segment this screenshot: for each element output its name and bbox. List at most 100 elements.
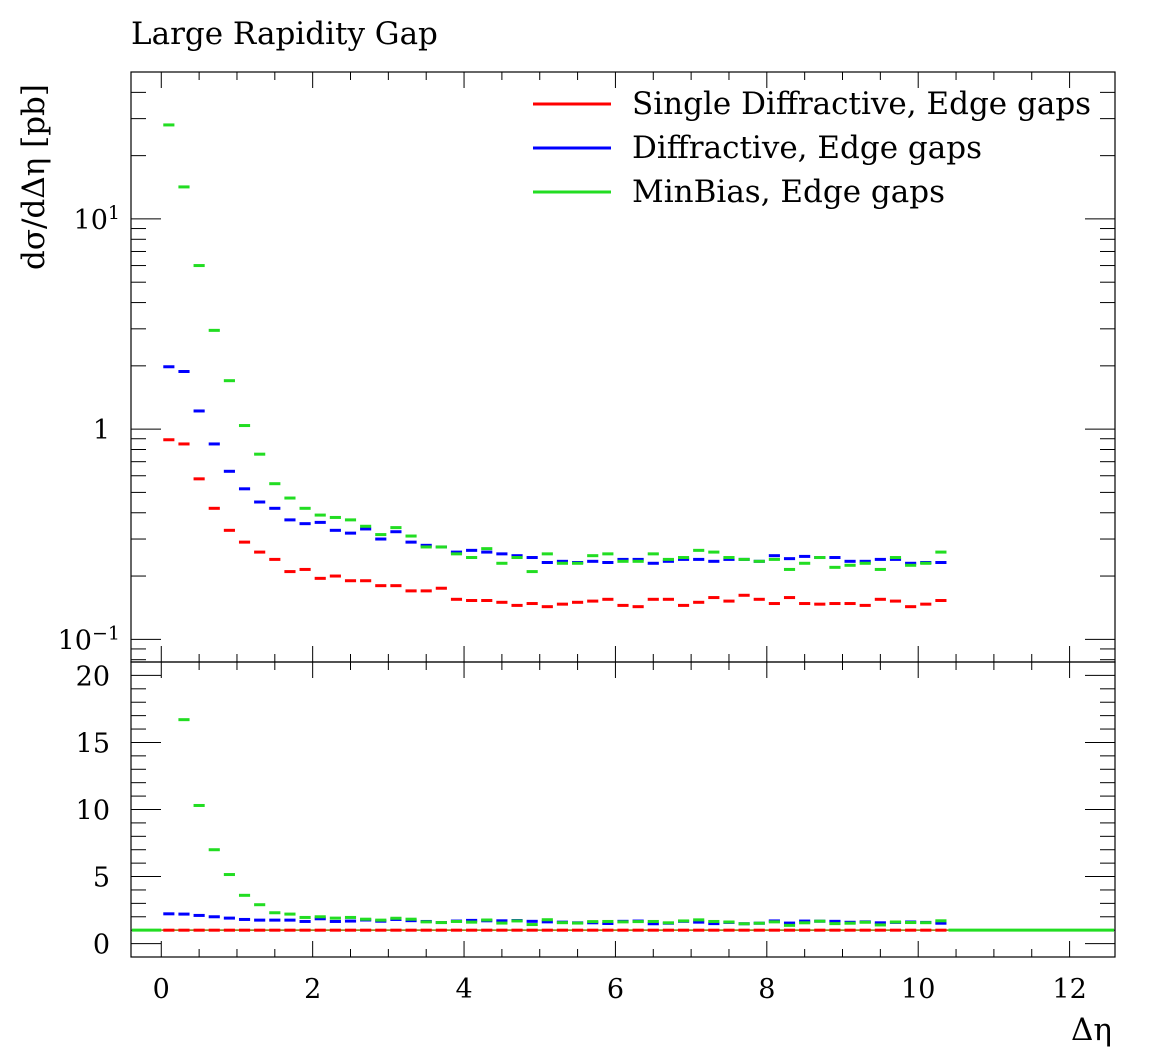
data-point bbox=[254, 500, 266, 504]
y-tick-label: 1 bbox=[93, 415, 110, 446]
data-point bbox=[238, 487, 251, 491]
data-point bbox=[572, 561, 584, 565]
data-point bbox=[193, 264, 205, 268]
data-point bbox=[587, 554, 599, 558]
data-point bbox=[799, 561, 811, 565]
legend-entry: Diffractive, Edge gaps bbox=[533, 130, 982, 166]
data-point bbox=[526, 570, 538, 574]
data-point bbox=[314, 513, 326, 517]
data-point bbox=[208, 506, 220, 510]
data-point bbox=[238, 424, 251, 428]
data-point bbox=[329, 574, 341, 578]
data-point bbox=[587, 599, 599, 603]
data-point bbox=[541, 605, 553, 609]
data-point bbox=[450, 552, 463, 556]
y-tick-label-exponent: 1 bbox=[108, 202, 120, 224]
data-point bbox=[783, 567, 796, 571]
series-markers bbox=[163, 438, 947, 609]
data-point bbox=[284, 518, 296, 522]
data-point bbox=[193, 477, 205, 481]
data-point bbox=[360, 579, 372, 583]
data-point bbox=[723, 556, 735, 560]
data-point bbox=[647, 552, 659, 556]
y-tick-label: 0 bbox=[93, 930, 110, 961]
data-point bbox=[344, 518, 357, 522]
data-point bbox=[889, 556, 902, 560]
data-point bbox=[844, 602, 856, 606]
data-point bbox=[693, 600, 705, 604]
data-point bbox=[768, 602, 780, 606]
data-point bbox=[708, 559, 720, 563]
x-tick-label: 6 bbox=[607, 974, 624, 1005]
data-point bbox=[405, 589, 417, 593]
data-point bbox=[314, 520, 326, 524]
y-tick-label: 20 bbox=[76, 661, 110, 692]
data-point bbox=[269, 506, 281, 510]
data-point bbox=[920, 602, 932, 606]
legend-label: Single Diffractive, Edge gaps bbox=[632, 86, 1091, 122]
data-point bbox=[466, 548, 478, 552]
data-point bbox=[738, 593, 750, 597]
data-point bbox=[299, 506, 311, 510]
data-point bbox=[299, 522, 311, 526]
data-point bbox=[814, 556, 826, 560]
data-point bbox=[163, 438, 175, 442]
data-point bbox=[920, 561, 932, 565]
data-point bbox=[163, 365, 175, 369]
ratio-plot-area bbox=[132, 718, 1114, 932]
data-point bbox=[375, 533, 387, 537]
x-tick-label: 8 bbox=[758, 974, 775, 1005]
legend-entry: Single Diffractive, Edge gaps bbox=[533, 86, 1091, 122]
data-point bbox=[874, 557, 886, 561]
data-point bbox=[844, 563, 856, 567]
data-point bbox=[556, 561, 569, 565]
data-point bbox=[723, 599, 735, 603]
data-point bbox=[223, 528, 235, 532]
data-point bbox=[935, 598, 947, 602]
main-plot-area bbox=[163, 123, 947, 609]
data-point bbox=[269, 482, 281, 486]
data-point bbox=[708, 550, 720, 554]
data-point bbox=[178, 369, 190, 373]
data-point bbox=[874, 597, 886, 601]
data-point bbox=[677, 556, 690, 560]
legend-entry: MinBias, Edge gaps bbox=[533, 174, 945, 210]
data-point bbox=[390, 584, 402, 588]
data-point bbox=[541, 552, 553, 556]
data-point bbox=[632, 559, 644, 563]
data-point bbox=[284, 570, 296, 574]
series-markers bbox=[163, 365, 947, 565]
data-point bbox=[632, 605, 644, 609]
data-point bbox=[829, 602, 841, 606]
legend-label: MinBias, Edge gaps bbox=[632, 174, 945, 210]
data-point bbox=[344, 531, 357, 535]
data-point bbox=[496, 552, 508, 556]
ratio-series-markers bbox=[178, 718, 947, 927]
data-point bbox=[435, 545, 447, 549]
data-point bbox=[511, 556, 523, 560]
x-tick-label: 12 bbox=[1052, 974, 1086, 1005]
data-point bbox=[420, 589, 432, 593]
data-point bbox=[768, 554, 780, 558]
data-point bbox=[814, 602, 826, 606]
y-tick-label-exponent: −1 bbox=[92, 622, 120, 644]
data-point bbox=[829, 565, 841, 569]
data-point bbox=[799, 602, 811, 606]
data-point bbox=[375, 537, 387, 541]
y-tick-label: 5 bbox=[93, 863, 110, 894]
data-point bbox=[254, 550, 266, 554]
x-tick-label: 2 bbox=[304, 974, 321, 1005]
data-point bbox=[935, 560, 947, 564]
data-point bbox=[450, 597, 463, 601]
data-point bbox=[783, 557, 796, 561]
data-point bbox=[238, 540, 251, 544]
y-tick-label: 101 bbox=[74, 202, 120, 236]
data-point bbox=[889, 599, 902, 603]
chart-title: Large Rapidity Gap bbox=[131, 16, 438, 52]
y-axis-label: dσ/dΔη [pb] bbox=[16, 84, 52, 270]
data-point bbox=[223, 469, 235, 473]
data-point bbox=[783, 596, 796, 600]
data-point bbox=[329, 515, 341, 519]
data-point bbox=[254, 452, 266, 456]
